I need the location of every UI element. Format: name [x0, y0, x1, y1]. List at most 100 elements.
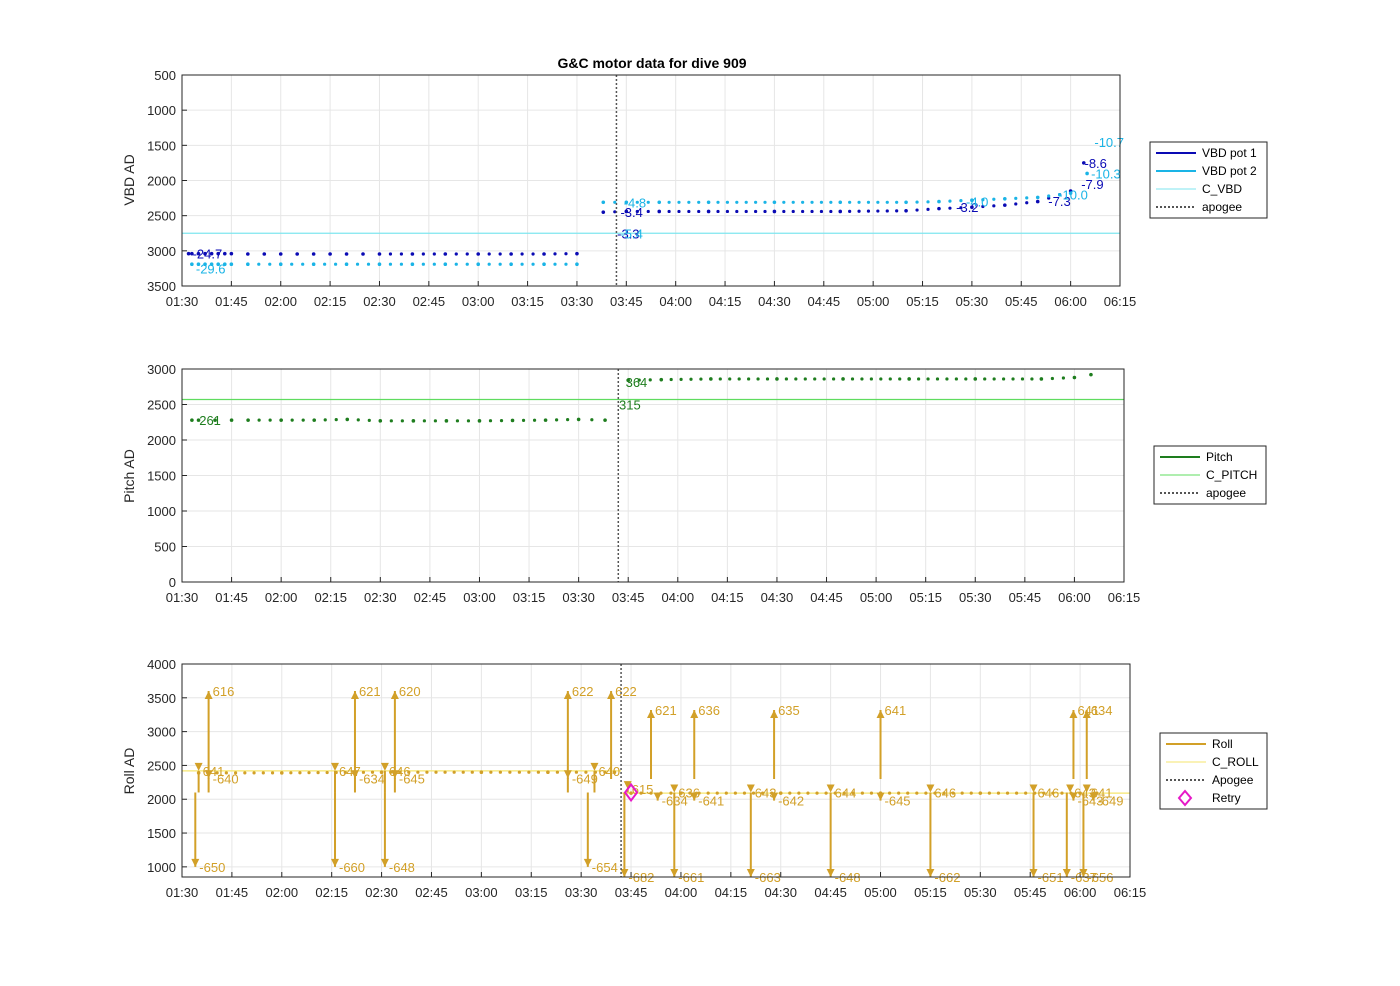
series-point	[937, 206, 941, 211]
series-point	[806, 791, 810, 795]
y-tick-label: 4000	[147, 657, 176, 672]
x-tick-label: 02:30	[364, 590, 397, 605]
x-tick-label: 04:15	[709, 294, 742, 309]
series-point	[542, 252, 546, 256]
series-point	[323, 418, 327, 422]
move-arrow-head	[1082, 784, 1091, 793]
x-tick-label: 06:00	[1054, 294, 1087, 309]
move-annotation: -650	[199, 860, 225, 875]
move-arrow-head	[350, 770, 359, 779]
series-point	[964, 377, 968, 381]
roll-panel: 01:30 01:45 02:00 02:15 02:30 02:45 03:00 03:15…	[147, 657, 1268, 900]
x-tick-label: 03:00	[463, 590, 496, 605]
x-tick-label: 03:00	[462, 294, 495, 309]
series-point	[268, 418, 272, 422]
move-annotation: 646	[1038, 785, 1060, 800]
series-point	[564, 262, 568, 266]
x-tick-label: 06:15	[1114, 885, 1147, 900]
series-point	[924, 791, 928, 795]
x-tick-label: 03:45	[610, 294, 643, 309]
legend-box	[1159, 732, 1268, 810]
series-point	[860, 377, 864, 381]
move-annotation: 640	[598, 764, 620, 779]
series-point	[822, 377, 826, 381]
x-tick-label: 03:30	[562, 590, 595, 605]
series-point	[742, 791, 747, 795]
series-point	[801, 200, 805, 204]
series-point	[229, 262, 234, 266]
series-point	[361, 252, 365, 256]
series-point	[959, 199, 963, 203]
move-annotation: -4.8	[624, 195, 646, 210]
move-arrow-head	[647, 709, 656, 718]
series-point	[1068, 191, 1073, 195]
series-point	[996, 791, 1001, 795]
series-point	[667, 209, 671, 214]
x-tick-label: 02:45	[414, 590, 447, 605]
series-point	[860, 791, 864, 795]
series-point	[509, 262, 513, 266]
series-point	[782, 209, 786, 214]
series-point	[797, 791, 801, 795]
series-point	[209, 262, 214, 266]
series-point	[724, 791, 728, 795]
series-point	[669, 791, 673, 795]
series-point	[791, 200, 795, 204]
series-point	[295, 252, 299, 256]
axes-box	[181, 74, 1121, 287]
vbd-y-axis-label: VBD AD	[121, 154, 137, 205]
x-tick-label: 04:15	[715, 885, 748, 900]
legend-label: Retry	[1212, 791, 1241, 805]
series-point	[399, 262, 404, 266]
series-point	[926, 207, 930, 211]
series-point	[866, 200, 871, 204]
roll-y-axis-label: Roll AD	[121, 748, 137, 795]
series-point	[411, 419, 416, 423]
series-point	[399, 252, 404, 256]
series-point	[410, 262, 415, 266]
x-tick-label: 05:30	[964, 885, 997, 900]
series-point	[1039, 377, 1044, 381]
move-arrow-head	[590, 762, 599, 771]
series-point	[461, 770, 465, 774]
x-tick-label: 05:45	[1014, 885, 1047, 900]
move-annotation: -640	[213, 771, 239, 786]
series-point	[983, 377, 987, 381]
x-tick-label: 05:45	[1005, 294, 1038, 309]
series-point	[190, 251, 194, 256]
series-point	[388, 252, 393, 256]
series-point	[270, 771, 275, 775]
series-point	[788, 791, 792, 795]
x-tick-label: 06:00	[1058, 590, 1091, 605]
y-tick-label: 2000	[147, 174, 176, 189]
series-point	[751, 791, 756, 795]
series-point	[323, 262, 327, 266]
x-tick-label: 05:15	[909, 590, 942, 605]
series-point	[452, 770, 456, 774]
series-point	[970, 205, 974, 210]
move-annotation: -649	[572, 771, 598, 786]
series-point	[378, 419, 383, 423]
series-point	[987, 791, 991, 795]
series-point	[590, 418, 594, 422]
series-point	[510, 418, 515, 423]
series-point	[498, 262, 502, 266]
y-tick-label: 500	[154, 540, 176, 555]
series-point	[1025, 196, 1029, 200]
series-point	[879, 377, 883, 381]
series-point	[973, 377, 978, 381]
series-point	[489, 770, 493, 774]
retry-marker	[623, 782, 639, 803]
series-point	[229, 418, 234, 422]
series-point	[466, 419, 471, 423]
series-point	[498, 770, 502, 774]
series-point	[355, 262, 360, 266]
series-point	[959, 206, 963, 210]
x-tick-label: 03:30	[565, 885, 598, 900]
series-point	[443, 262, 448, 266]
series-point	[566, 418, 570, 422]
series-point	[819, 200, 824, 204]
series-point	[1047, 194, 1051, 198]
series-point	[981, 204, 985, 209]
